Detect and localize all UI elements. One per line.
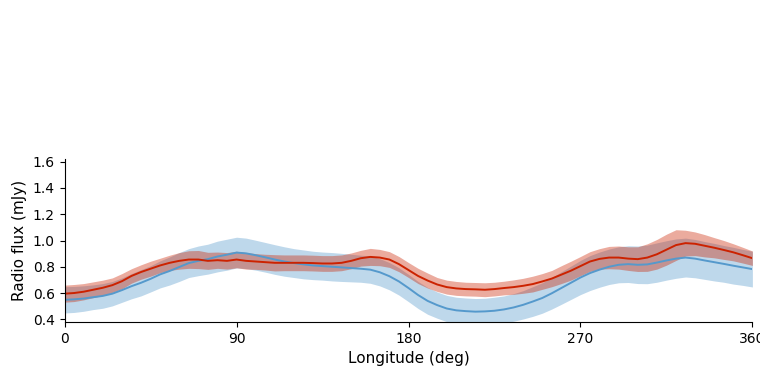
Y-axis label: Radio flux (mJy): Radio flux (mJy) [12,180,27,301]
X-axis label: Longitude (deg): Longitude (deg) [347,351,470,366]
